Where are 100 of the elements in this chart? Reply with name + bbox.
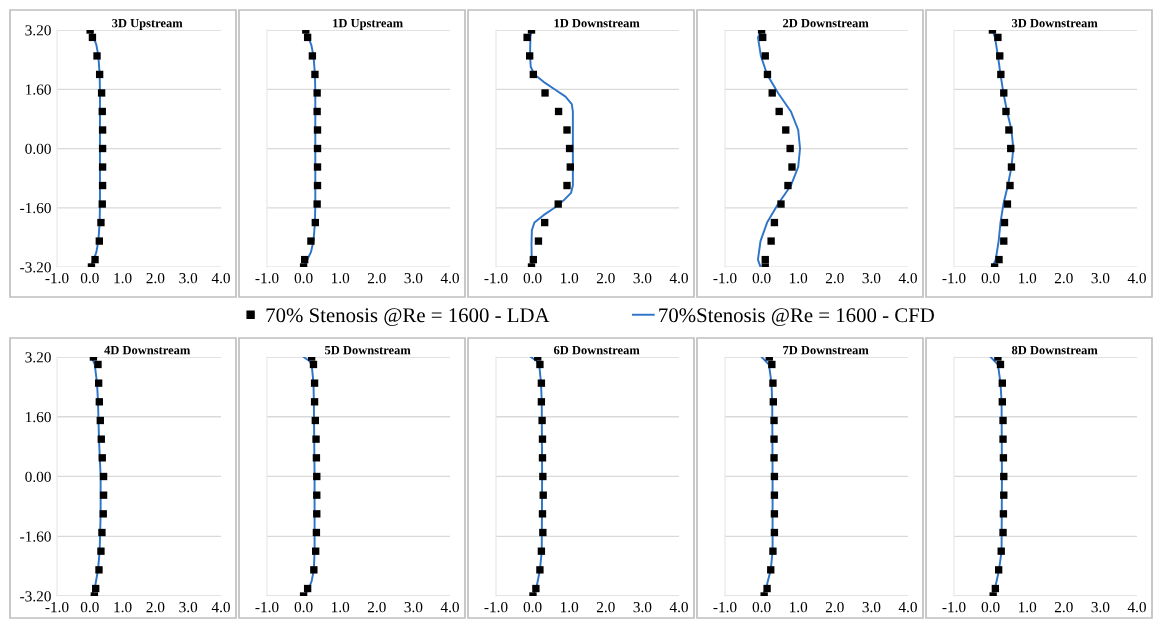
- chart-title: 2D Downstream: [783, 18, 869, 28]
- x-tick-label: 2.0: [1054, 602, 1073, 613]
- point: [95, 237, 103, 245]
- point: [312, 435, 320, 443]
- point: [759, 33, 767, 42]
- y-tick-label: 1.60: [26, 84, 51, 95]
- point: [1000, 89, 1008, 97]
- x-tick-label: 4.0: [211, 602, 230, 613]
- x-tick-label: 0.0: [523, 273, 542, 284]
- point: [539, 528, 547, 537]
- x-tick-label: 1.0: [332, 273, 350, 284]
- point: [537, 398, 546, 406]
- chart-title: 1D Upstream: [333, 18, 403, 30]
- point: [769, 547, 777, 555]
- point: [767, 566, 775, 574]
- point: [554, 107, 563, 116]
- x-tick-label: 3.0: [1091, 273, 1110, 284]
- x-tick-label: -1.0: [713, 273, 737, 284]
- point: [539, 472, 547, 481]
- point: [770, 510, 779, 518]
- x-tick-label: 4.0: [211, 273, 230, 284]
- point: [97, 547, 105, 555]
- point: [998, 398, 1006, 406]
- point: [98, 454, 106, 462]
- point: [770, 528, 779, 537]
- point: [770, 491, 779, 499]
- point: [770, 435, 778, 443]
- point: [96, 416, 104, 425]
- point: [93, 52, 101, 60]
- point: [537, 547, 546, 555]
- x-tick-label: -1.0: [942, 602, 966, 613]
- point: [310, 379, 319, 387]
- point: [991, 584, 1000, 593]
- point: [999, 416, 1007, 425]
- point: [97, 89, 106, 97]
- chart-title: 7D Downstream: [783, 346, 869, 355]
- point: [313, 181, 322, 190]
- x-tick-label: 4.0: [669, 602, 688, 613]
- point: [788, 163, 796, 171]
- point: [565, 144, 574, 153]
- x-tick-label: 0.0: [80, 273, 99, 284]
- x-tick-label: 2.0: [596, 273, 615, 284]
- point: [95, 398, 103, 406]
- x-tick-label: 4.0: [898, 602, 917, 613]
- point: [98, 181, 107, 190]
- point: [770, 454, 778, 462]
- point: [541, 218, 549, 227]
- point: [782, 126, 790, 134]
- point: [1000, 237, 1008, 245]
- point: [1000, 218, 1009, 227]
- point: [99, 491, 108, 499]
- point: [1002, 107, 1010, 116]
- point: [768, 89, 776, 97]
- point: [95, 70, 104, 79]
- point: [538, 510, 547, 518]
- chart-title: 3D Upstream: [112, 18, 183, 30]
- point: [536, 360, 544, 369]
- point: [311, 70, 319, 79]
- point: [1000, 472, 1008, 481]
- x-tick-label: 0.0: [523, 602, 542, 613]
- x-tick-label: 4.0: [898, 273, 917, 284]
- x-tick-label: 0.0: [80, 602, 99, 613]
- x-tick-label: 0.0: [294, 602, 313, 613]
- x-tick-label: 2.0: [1054, 273, 1073, 284]
- point: [310, 566, 318, 574]
- point: [1007, 163, 1016, 171]
- point: [999, 510, 1008, 518]
- point: [313, 491, 321, 499]
- point: [999, 528, 1007, 537]
- x-tick-label: -1.0: [713, 602, 737, 613]
- point: [532, 584, 540, 593]
- legend-label: 70% Stenosis @Re = 1600 - LDA: [266, 308, 550, 326]
- x-tick-label: -1.0: [45, 602, 69, 613]
- x-tick-label: 0.0: [752, 602, 771, 613]
- point: [313, 144, 322, 153]
- x-tick-label: -1.0: [484, 273, 508, 284]
- point: [997, 70, 1005, 79]
- x-tick-label: 3.0: [404, 602, 423, 613]
- point: [313, 472, 321, 481]
- x-tick-label: 3.0: [179, 273, 198, 284]
- x-tick-label: 2.0: [367, 602, 386, 613]
- point: [311, 218, 319, 227]
- point: [308, 52, 317, 60]
- x-tick-label: 4.0: [1127, 602, 1146, 613]
- point: [529, 255, 538, 264]
- point: [769, 379, 777, 387]
- point: [538, 454, 547, 462]
- point: [94, 360, 102, 369]
- x-tick-label: 0.0: [981, 273, 1000, 284]
- x-tick-label: 4.0: [1127, 273, 1146, 284]
- point: [98, 126, 107, 134]
- point: [312, 454, 321, 462]
- point: [91, 255, 99, 264]
- point: [303, 584, 312, 593]
- y-tick-label: 0.00: [25, 143, 51, 155]
- point: [313, 163, 322, 171]
- point: [312, 547, 320, 555]
- x-tick-label: 2.0: [825, 273, 844, 284]
- chart-title: 8D Downstream: [1011, 345, 1098, 355]
- chart-title: 1D Downstream: [554, 18, 640, 28]
